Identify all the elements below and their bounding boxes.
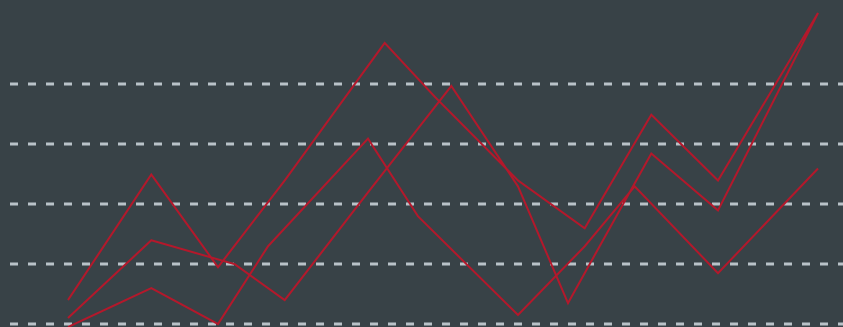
series-line-1 [67, 12, 819, 301]
series-line-3 [67, 136, 819, 327]
series-line-2 [67, 12, 819, 319]
gridlines [10, 82, 843, 326]
series-group [67, 12, 819, 327]
